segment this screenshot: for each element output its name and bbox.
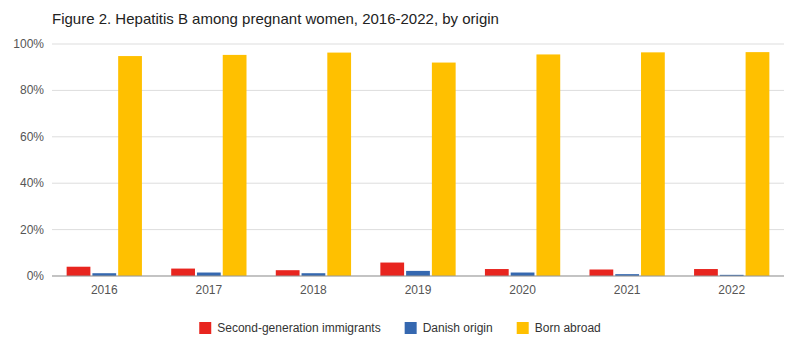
legend-label: Danish origin [423,321,493,335]
bar [641,52,665,276]
grid-line [52,183,784,184]
bar [197,273,221,276]
grid-line [52,229,784,230]
page: {"chart_data": {"type": "bar", "title": … [0,0,800,354]
bar [485,269,509,276]
x-tick-label: 2016 [91,283,118,297]
bar [511,273,535,276]
bar [67,267,91,276]
grid-line [52,90,784,91]
x-axis-line [52,276,784,277]
legend-item: Danish origin [405,321,493,335]
bar [589,270,613,276]
bar [327,53,351,276]
y-tick-label: 20% [20,223,44,237]
bar [171,269,195,276]
y-tick-label: 60% [20,130,44,144]
legend: Second-generation immigrants Danish origi… [199,321,601,335]
bar [118,56,142,276]
legend-label: Second-generation immigrants [217,321,380,335]
grid-line [52,44,784,45]
chart-svg: Figure 2. Hepatitis B among pregnant wom… [0,0,800,354]
x-tick-label: 2017 [196,283,223,297]
x-tick-label: 2021 [614,283,641,297]
grid-line [52,136,784,137]
bar [276,270,300,276]
x-tick-label: 2022 [718,283,745,297]
chart-container: Figure 2. Hepatitis B among pregnant wom… [0,0,800,354]
title: Figure 2. Hepatitis B among pregnant wom… [52,10,499,27]
legend-item: Born abroad [517,321,601,335]
y-tick-label: 40% [20,176,44,190]
x-tick-label: 2018 [300,283,327,297]
bar [536,54,560,276]
y-tick-label: 100% [13,37,44,51]
legend-swatch [517,322,529,334]
legend-label: Born abroad [535,321,601,335]
y-axis: 0% 20% 40% 60% 80% 100% [13,37,784,283]
x-tick-label: 2020 [509,283,536,297]
bar [746,52,770,276]
legend-item: Second-generation immigrants [199,321,380,335]
bar [694,269,718,276]
y-tick-label: 80% [20,83,44,97]
x-tick-label: 2019 [405,283,432,297]
x-axis: 2016 2017 2018 2019 2020 2021 2022 [91,283,745,297]
y-tick-label: 0% [27,269,45,283]
legend-swatch [405,322,417,334]
bar [223,55,247,276]
grid-line [52,276,784,277]
bar [380,263,404,276]
legend-swatch [199,322,211,334]
bar [406,271,430,276]
bar [432,63,456,276]
bars [67,52,770,276]
